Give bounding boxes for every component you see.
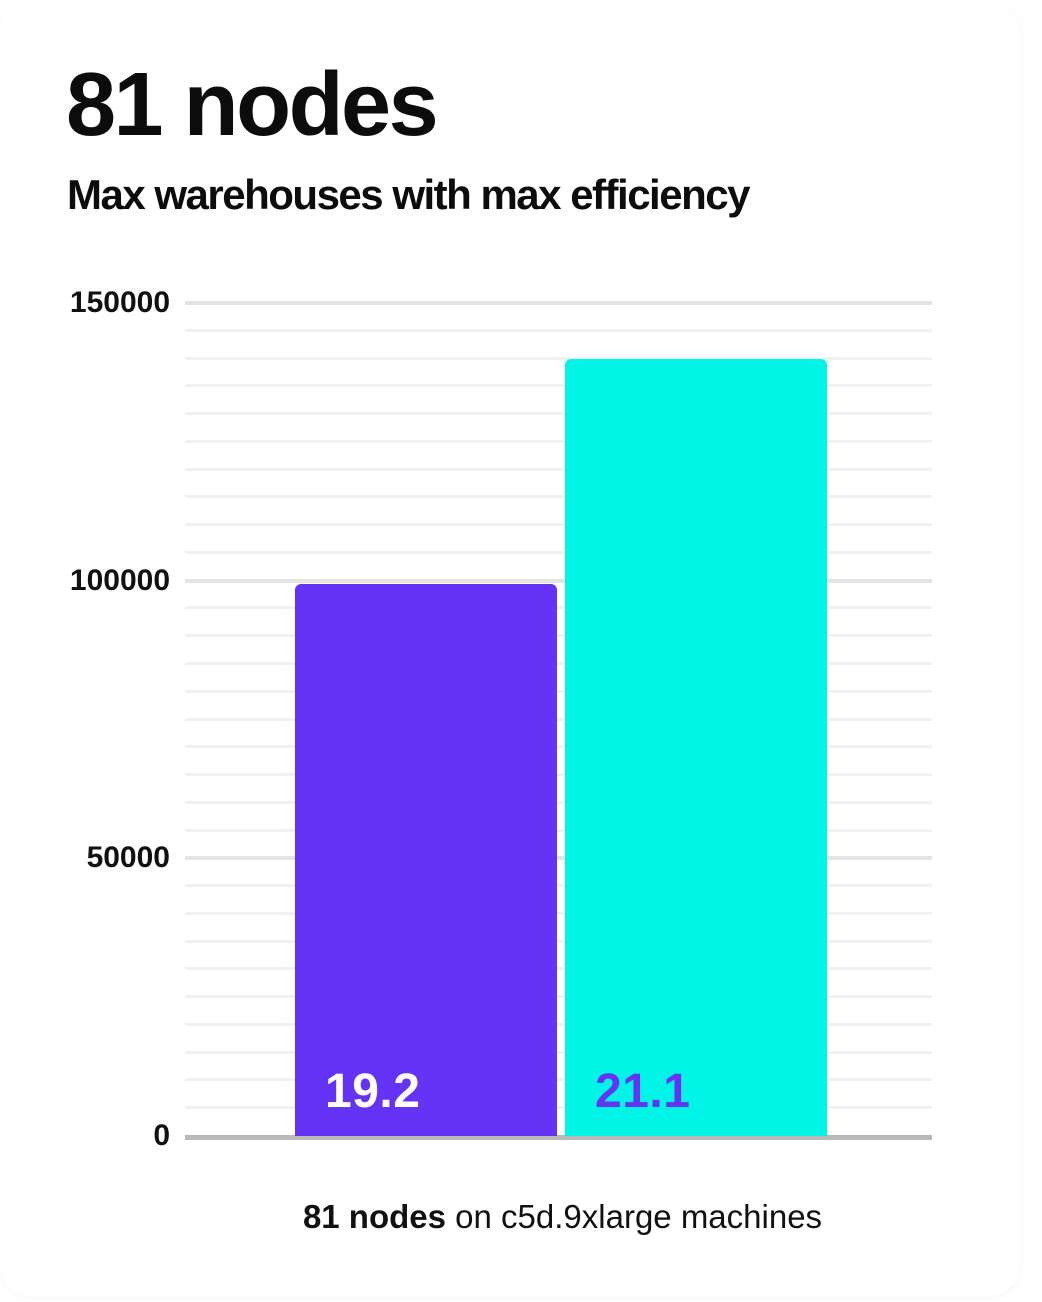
gridline-minor [185,550,932,554]
bar-19-2: 19.2 [295,584,557,1136]
gridline-minor [185,911,932,915]
gridline-minor [185,1050,932,1054]
gridline-minor [185,1106,932,1110]
y-tick-label: 50000 [86,841,170,875]
bar-value-label: 21.1 [595,1065,691,1118]
y-axis-labels: 0 50000 100000 150000 [69,286,170,1152]
gridline-minor [185,495,932,499]
gridline-major [185,301,932,305]
gridline-minor [185,967,932,971]
bar-value-label: 19.2 [325,1065,421,1118]
caption-bold: 81 nodes [302,1198,446,1235]
y-tick-label: 0 [153,1119,170,1152]
gridline-minor [185,939,932,943]
gridline-minor [185,773,932,777]
y-tick-label: 150000 [69,286,170,319]
gridline-minor [185,412,932,416]
gridline-minor [185,523,932,527]
gridline-minor [185,717,932,721]
gridline-minor [185,328,932,332]
gridline-major [185,578,932,583]
bar-21-1: 21.1 [565,359,827,1136]
gridline-minor [185,439,932,443]
gridline-minor [185,745,932,749]
gridline-minor [185,1078,932,1082]
gridline-major [185,856,932,861]
x-axis-line [185,1135,932,1140]
gridline-minor [185,828,932,832]
gridline-minor [185,661,932,665]
gridline-minor [185,884,932,888]
bar-chart-plot-area: 19.2 21.1 [185,301,932,1140]
gridline-minor [185,356,932,360]
gridline-minor [185,995,932,999]
page-title: 81 nodes [66,55,439,155]
gridline-minor [185,689,932,693]
gridline-minor [185,467,932,471]
gridline-minor [185,1022,932,1026]
chart-card: 81 nodes Max warehouses with max efficie… [66,55,940,1236]
gridline-minor [185,800,932,804]
caption-regular: on c5d.9xlarge machines [446,1198,823,1235]
gridline-minor [185,384,932,388]
gridline-minor [185,634,932,638]
y-tick-label: 100000 [69,563,170,597]
page-subtitle: Max warehouses with max efficiency [67,171,750,218]
chart-caption: 81 nodes on c5d.9xlarge machines [185,1198,940,1236]
gridline-minor [185,606,932,610]
